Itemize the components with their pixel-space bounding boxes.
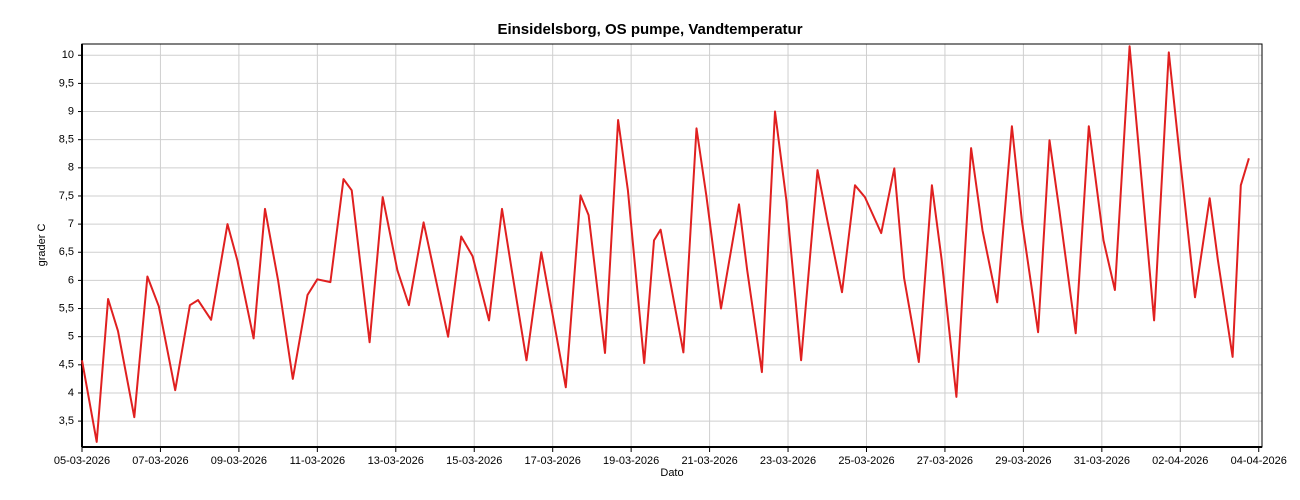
x-tick-label: 04-04-2026	[1231, 455, 1287, 467]
y-tick-label: 9	[68, 105, 74, 117]
x-tick-label: 07-03-2026	[132, 455, 188, 467]
x-axis-label: Dato	[660, 467, 683, 479]
x-tick-label: 05-03-2026	[54, 455, 110, 467]
y-tick-label: 10	[62, 49, 74, 61]
x-tick-label: 29-03-2026	[995, 455, 1051, 467]
x-tick-label: 23-03-2026	[760, 455, 816, 467]
y-tick-label: 8,5	[59, 134, 74, 146]
y-tick-label: 9,5	[59, 77, 74, 89]
chart-title: Einsidelsborg, OS pumpe, Vandtemperatur	[497, 21, 802, 38]
x-tick-label: 27-03-2026	[917, 455, 973, 467]
x-tick-label: 17-03-2026	[525, 455, 581, 467]
y-tick-label: 8	[68, 162, 74, 174]
y-tick-label: 4	[68, 387, 74, 399]
x-tick-label: 09-03-2026	[211, 455, 267, 467]
y-tick-label: 5,5	[59, 302, 74, 314]
y-tick-label: 6	[68, 274, 74, 286]
y-tick-label: 7,5	[59, 190, 74, 202]
y-tick-label: 6,5	[59, 246, 74, 258]
x-tick-label: 15-03-2026	[446, 455, 502, 467]
y-tick-label: 3,5	[59, 415, 74, 427]
x-tick-label: 25-03-2026	[838, 455, 894, 467]
y-tick-label: 7	[68, 218, 74, 230]
data-line	[81, 45, 1250, 443]
x-tick-label: 11-03-2026	[290, 455, 345, 467]
y-tick-label: 4,5	[59, 359, 74, 371]
x-tick-label: 13-03-2026	[368, 455, 424, 467]
y-axis-label: grader C	[36, 224, 48, 267]
x-tick-label: 19-03-2026	[603, 455, 659, 467]
x-tick-label: 31-03-2026	[1074, 455, 1130, 467]
x-tick-label: 02-04-2026	[1152, 455, 1208, 467]
y-tick-label: 5	[68, 331, 74, 343]
x-tick-label: 21-03-2026	[681, 455, 737, 467]
